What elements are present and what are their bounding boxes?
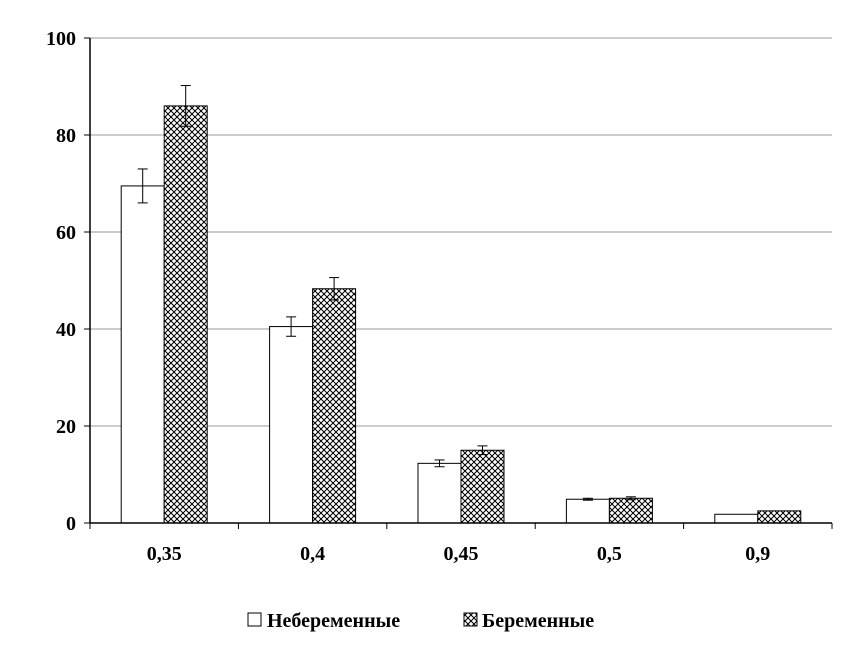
tick-labels: 0 20 40 60 80 100 0,35 0,4 0,45 0,5 0,9 [46, 28, 770, 565]
error-bars [137, 85, 636, 501]
y-tick-label: 80 [56, 125, 76, 147]
axes [84, 37, 833, 529]
x-tick-label: 0,5 [597, 543, 622, 565]
bar-nonpregnant [417, 462, 462, 524]
x-tick-label: 0,9 [745, 543, 770, 565]
legend: Небеременные Беременные [247, 610, 594, 632]
error-bar [477, 445, 488, 456]
y-tick-label: 40 [56, 319, 76, 341]
error-bar [286, 316, 297, 337]
bar-nonpregnant [269, 326, 314, 524]
legend-label-pregnant: Беременные [482, 610, 594, 632]
error-bar [582, 497, 593, 501]
legend-swatch-nonpregnant [247, 612, 262, 627]
bar-pregnant [312, 288, 357, 524]
error-bar [434, 459, 445, 468]
y-tick-label: 60 [56, 222, 76, 244]
y-tick-label: 20 [56, 416, 76, 438]
x-tick-label: 0,4 [300, 543, 325, 565]
bar-pregnant [608, 497, 653, 524]
bar-pregnant [460, 449, 505, 524]
error-bar [329, 277, 340, 301]
gridlines [90, 37, 832, 427]
x-tick-label: 0,45 [444, 543, 479, 565]
x-tick-label: 0,35 [147, 543, 182, 565]
bars [120, 105, 802, 524]
y-tick-label: 100 [46, 28, 76, 50]
y-tick-label: 0 [66, 513, 76, 535]
bar-pregnant [163, 105, 208, 524]
bar-nonpregnant [565, 498, 610, 524]
legend-swatch-pregnant [463, 612, 478, 627]
legend-label-nonpregnant: Небеременные [267, 610, 400, 632]
bar-nonpregnant [714, 513, 759, 524]
bar-nonpregnant [120, 185, 165, 524]
error-bar [625, 496, 636, 501]
error-bar [137, 168, 148, 204]
error-bar [180, 85, 191, 127]
bar-pregnant [757, 510, 802, 524]
